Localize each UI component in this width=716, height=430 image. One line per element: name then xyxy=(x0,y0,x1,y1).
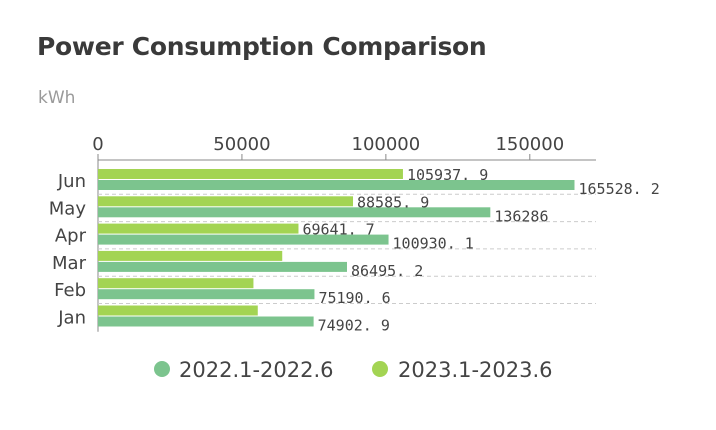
data-label: 86495. 2 xyxy=(351,262,423,280)
bar-2022.1-2022.6 xyxy=(98,180,575,190)
x-tick-label: 150000 xyxy=(495,134,564,155)
legend-label: 2023.1-2023.6 xyxy=(398,358,553,382)
bar-2022.1-2022.6 xyxy=(98,316,314,327)
bar-2023.1-2023.6 xyxy=(98,250,283,261)
data-label: 165528. 2 xyxy=(579,180,660,198)
category-label: Jan xyxy=(57,308,86,329)
bar-2023.1-2023.6 xyxy=(98,169,403,179)
x-tick-label: 0 xyxy=(92,134,103,155)
unit-label: kWh xyxy=(38,88,76,108)
category-label: Mar xyxy=(52,253,87,274)
bar-2022.1-2022.6 xyxy=(98,261,347,272)
bar-2023.1-2023.6 xyxy=(98,223,299,234)
bar-2023.1-2023.6 xyxy=(98,305,258,316)
x-tick-label: 100000 xyxy=(352,134,421,155)
legend-label: 2022.1-2022.6 xyxy=(179,358,334,382)
legend-marker xyxy=(154,361,170,377)
data-label: 88585. 9 xyxy=(357,193,429,211)
category-label: Feb xyxy=(54,280,86,301)
bar-2022.1-2022.6 xyxy=(98,207,491,218)
data-label: 69641. 7 xyxy=(302,221,374,239)
bar-2022.1-2022.6 xyxy=(98,289,315,300)
bar-2022.1-2022.6 xyxy=(98,234,389,245)
category-label: May xyxy=(49,198,87,219)
chart-title: Power Consumption Comparison xyxy=(37,32,487,61)
legend-marker xyxy=(372,361,388,377)
data-label: 75190. 6 xyxy=(318,289,390,307)
data-label: 100930. 1 xyxy=(393,235,474,253)
data-label: 105937. 9 xyxy=(407,166,488,184)
x-tick-label: 50000 xyxy=(213,134,270,155)
data-label: 74902. 9 xyxy=(318,317,390,335)
category-label: Jun xyxy=(57,171,86,192)
bar-2023.1-2023.6 xyxy=(98,196,354,207)
bar-2023.1-2023.6 xyxy=(98,278,254,289)
data-label: 136286 xyxy=(494,207,548,225)
category-label: Apr xyxy=(55,226,87,247)
